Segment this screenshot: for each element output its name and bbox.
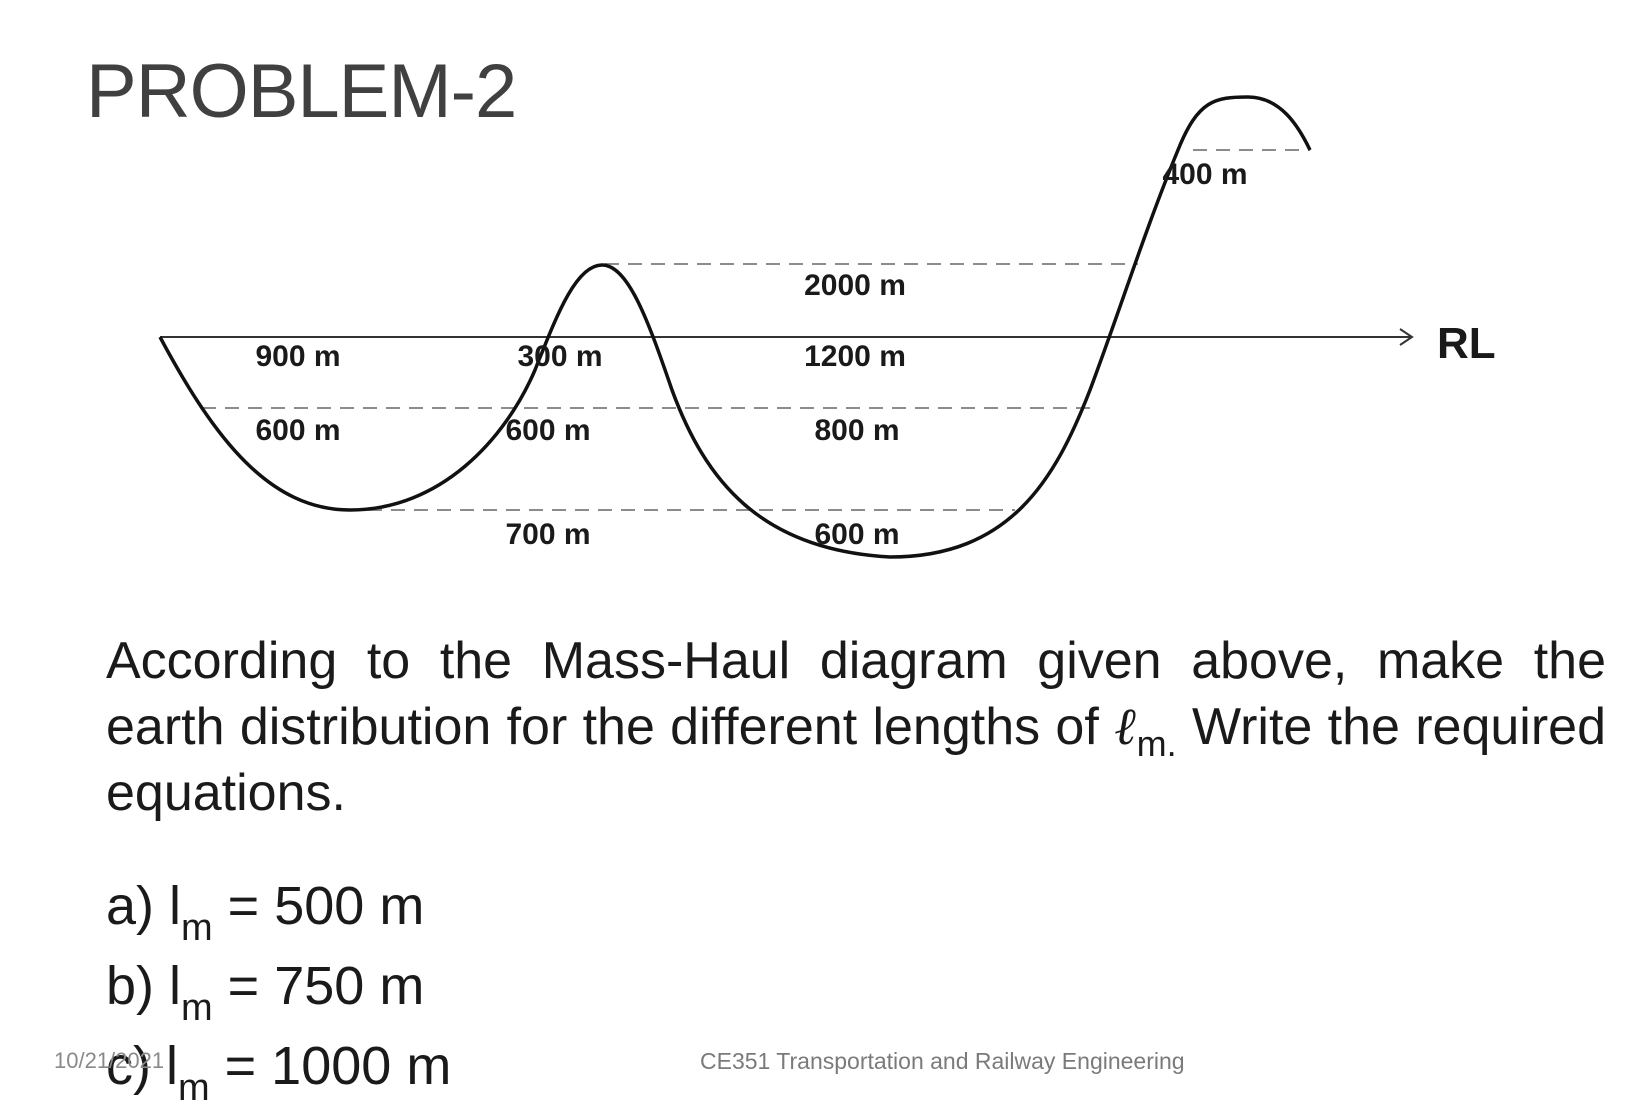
question-text: According to the Mass-Haul diagram given… [106, 628, 1606, 826]
ell-symbol: ℓ [1114, 697, 1137, 757]
option-b-prefix: b) l [106, 956, 182, 1016]
option-a-value: = 500 m [212, 876, 425, 936]
option-c-value: = 1000 m [209, 1036, 452, 1096]
label-900: 900 m [255, 340, 340, 373]
footer-date: 10/21/2021 [54, 1048, 165, 1073]
label-400: 400 m [1162, 158, 1247, 191]
question-text-before: According to the Mass-Haul diagram given… [106, 632, 1606, 756]
label-800: 800 m [814, 414, 899, 447]
option-b-sub: m [181, 987, 213, 1029]
option-c-sub: m [177, 1067, 210, 1109]
label-700: 700 m [505, 518, 590, 551]
label-300: 300 m [517, 340, 602, 373]
option-b: b) lm = 750 m [106, 946, 451, 1029]
rl-label: RL [1437, 319, 1496, 368]
option-a-prefix: a) l [106, 876, 182, 936]
option-a-sub: m [181, 907, 213, 949]
question-text-after: Write the required equations. [106, 698, 1607, 822]
option-a: a) lm = 500 m [106, 866, 451, 949]
label-600-mid: 600 m [505, 414, 590, 447]
page-title: PROBLEM-2 [86, 49, 517, 134]
reference-line-arrowhead [1399, 328, 1414, 346]
option-b-value: = 750 m [212, 956, 425, 1016]
option-c-prefix: c) l [106, 1036, 178, 1096]
ell-subscript: m. [1136, 723, 1177, 764]
mass-haul-curve [158, 95, 1312, 559]
footer-course: CE351 Transportation and Railway Enginee… [700, 1048, 1185, 1074]
options-list: a) lm = 500 m b) lm = 750 m c) lm = 1000… [106, 866, 452, 1109]
label-600-bottom: 600 m [814, 518, 899, 551]
label-600-left: 600 m [255, 414, 340, 447]
label-1200: 1200 m [804, 340, 906, 373]
label-2000: 2000 m [804, 269, 906, 302]
